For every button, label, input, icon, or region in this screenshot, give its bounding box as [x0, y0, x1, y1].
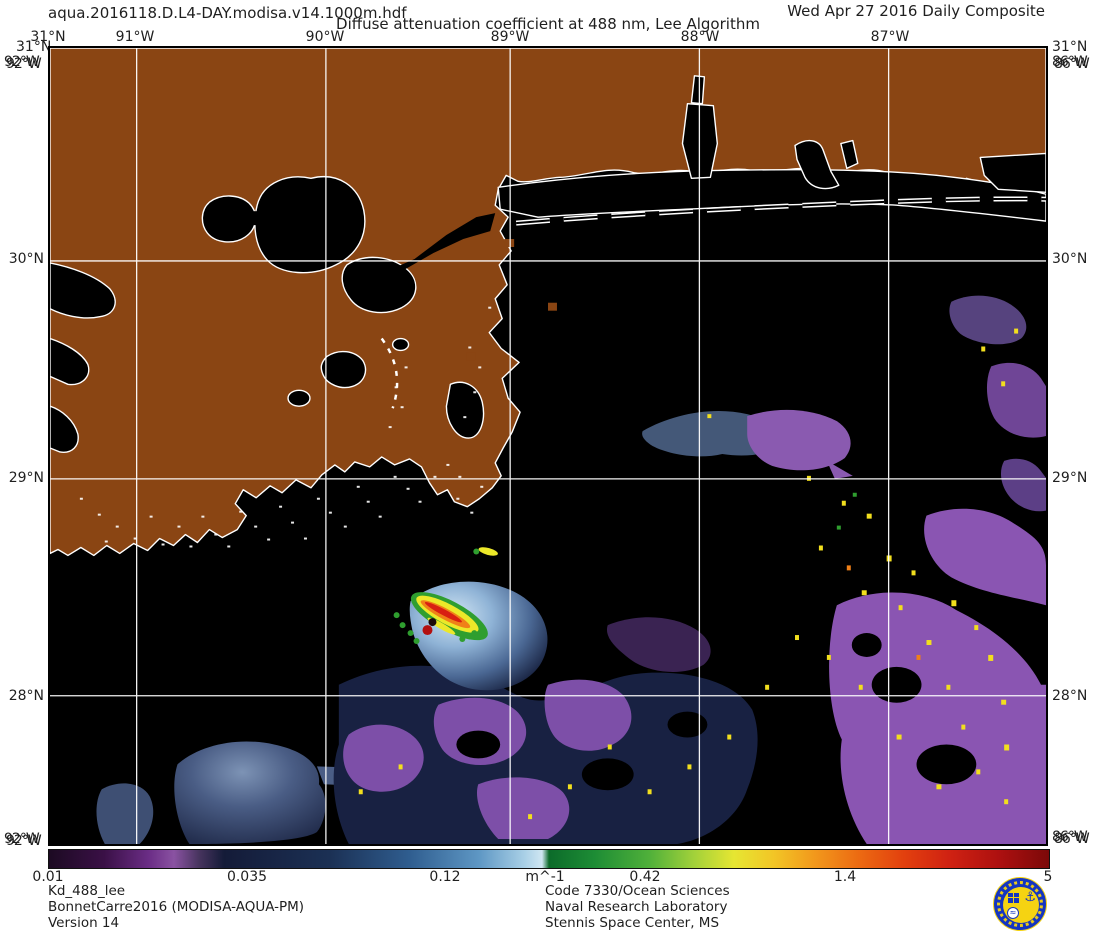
central-purple-1: [343, 724, 424, 792]
data-hole-3: [667, 711, 708, 738]
orange-speckles: [846, 565, 921, 660]
ne-cloud-purple: [747, 409, 851, 471]
axis-label-right-28n: 28°N: [1052, 688, 1088, 704]
date-label: Wed Apr 27 2016 Daily Composite: [787, 2, 1045, 20]
left-edge-inlet-2: [50, 337, 90, 386]
east-coastal-water: [979, 152, 1046, 193]
colorbar-tick-4: 1.4: [833, 869, 857, 885]
axis-label-top-87w: 87°W: [870, 29, 910, 45]
colorbar-tick-2: 0.12: [429, 869, 461, 885]
ne-streak-3: [1000, 458, 1046, 512]
ne-streak-1: [949, 295, 1027, 345]
axis-label-left-29n: 29°N: [8, 470, 44, 486]
product-name: Kd_488_lee: [48, 883, 126, 899]
flag-icon: [1008, 893, 1019, 903]
green-speckles: [836, 492, 857, 530]
colorbar-tick-1: 0.035: [226, 869, 268, 885]
pascagoula-bay: [794, 139, 840, 190]
data-hole-5: [916, 744, 977, 785]
data-hole-4: [871, 666, 922, 703]
org-location: Stennis Space Center, MS: [545, 915, 720, 931]
map-title: Diffuse attenuation coefficient at 488 n…: [336, 15, 760, 33]
axis-label-right-30n: 30°N: [1052, 251, 1088, 267]
maurepas-channel: [245, 211, 260, 226]
map-canvas: [50, 48, 1046, 844]
axis-label-top-88w: 88°W: [680, 29, 720, 45]
data-hole-1: [456, 730, 501, 759]
central-purple-4: [476, 777, 570, 840]
marsh-pond-2: [287, 389, 311, 407]
marsh-speckles: [79, 306, 492, 548]
colorbar: [48, 849, 1050, 869]
data-hole-2: [581, 758, 634, 791]
nrl-logo: ⚓ ≈: [993, 877, 1049, 933]
corner-label-bottom-left: 92°W 92°W: [4, 831, 42, 849]
rigolets-passage: [396, 213, 496, 272]
axis-label-right-29n: 29°N: [1052, 470, 1088, 486]
violet-dim-blob: [606, 617, 711, 672]
small-bright-dash: [473, 547, 498, 556]
footer-left-block: Kd_488_lee BonnetCarre2016 (MODISA-AQUA-…: [48, 883, 304, 931]
lake-pontchartrain: [254, 176, 366, 274]
corner-label-top-left: 31°N 92°W 92°W: [4, 39, 52, 72]
chandeleur-arc: [380, 337, 399, 409]
graticule: [50, 48, 1046, 844]
filename-label: aqua.2016118.D.L4-DAY.modisa.v14.1000m.h…: [48, 4, 407, 22]
small-bay: [840, 139, 859, 170]
corner-label-top-right: 31°N 86°W 86°W: [1052, 39, 1090, 72]
left-edge-inlet: [50, 262, 116, 319]
coastal-waters: [50, 75, 1046, 453]
ne-cloud-tail: [826, 460, 853, 479]
land-pixels: [466, 239, 557, 361]
marsh-pond-3: [391, 337, 410, 352]
colorbar-units-label: m^-1: [525, 869, 565, 885]
footer-center-block: Code 7330/Ocean Sciences Naval Research …: [545, 883, 730, 931]
nrl-seal-icon: ⚓ ≈: [993, 877, 1047, 931]
lake-borgne: [341, 256, 417, 314]
map-frame: [48, 46, 1048, 846]
project-name: BonnetCarre2016 (MODISA-AQUA-PM): [48, 899, 305, 915]
nrl-seal-ring-text: [997, 881, 1043, 927]
org-code: Code 7330/Ocean Sciences: [545, 883, 730, 899]
corner-label-bottom-right: 86°W 86°W: [1052, 829, 1090, 847]
globe-icon: ≈: [1007, 907, 1019, 919]
bright-plume-feature: [393, 581, 548, 691]
axis-label-top-31n: 31°N: [30, 29, 66, 45]
sw-slate-blob-2: [96, 783, 154, 844]
org-name: Naval Research Laboratory: [545, 899, 728, 915]
left-edge-bay: [50, 405, 79, 453]
colorbar-tick-0: 0.01: [32, 869, 64, 885]
axis-label-left-30n: 30°N: [8, 251, 44, 267]
nrl-seal-center: ⚓ ≈: [1003, 887, 1039, 923]
axis-label-top-89w: 89°W: [490, 29, 530, 45]
mobile-river: [690, 75, 706, 105]
east-purple-upper: [924, 508, 1046, 606]
colorbar-tick-3: 0.42: [629, 869, 661, 885]
delta-wetland: [445, 381, 485, 439]
colorbar-gradient: [49, 850, 1049, 868]
axis-label-top-91w: 91°W: [115, 29, 155, 45]
anchor-icon: ⚓: [1024, 890, 1036, 905]
version-label: Version 14: [48, 915, 120, 931]
marsh-pond-1: [320, 350, 367, 389]
lake-maurepas: [201, 195, 257, 243]
axis-label-top-90w: 90°W: [305, 29, 345, 45]
axis-label-left-28n: 28°N: [8, 688, 44, 704]
mississippi-sound: [497, 168, 1046, 222]
central-purple-3: [544, 679, 632, 751]
sw-slate-blob: [174, 741, 326, 844]
data-hole-6: [851, 633, 882, 657]
kd-data-fields: [96, 295, 1046, 844]
colorbar-tick-5: 5: [1043, 869, 1053, 885]
